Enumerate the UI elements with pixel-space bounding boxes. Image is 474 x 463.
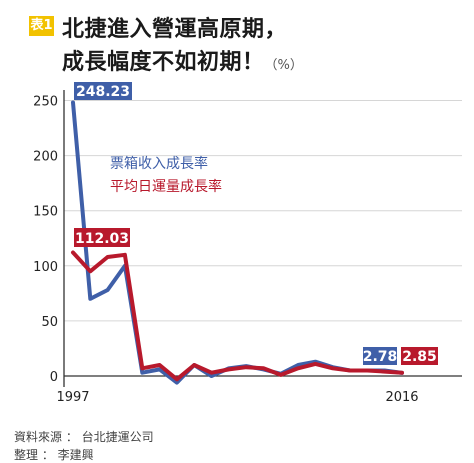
y-tick-label: 150 bbox=[33, 205, 58, 220]
y-tick-label: 100 bbox=[33, 260, 58, 275]
unit-label: （%） bbox=[264, 58, 303, 73]
chart-title-line-2: 成長幅度不如初期！（%） bbox=[62, 44, 303, 76]
data-label: 248.23 bbox=[76, 84, 130, 100]
data-label-box bbox=[74, 228, 130, 247]
figure-tag: 表1 bbox=[29, 16, 54, 36]
y-tick-label: 250 bbox=[33, 95, 58, 110]
data-label: 112.03 bbox=[75, 231, 129, 247]
data-label-box bbox=[401, 347, 438, 365]
legend-item-1: 票箱收入成長率 bbox=[110, 155, 208, 172]
legend-item-2: 平均日運量成長率 bbox=[110, 178, 222, 195]
editor-note: 整理 ： 李建興 bbox=[14, 448, 94, 462]
data-label-box bbox=[363, 347, 397, 365]
y-tick-label: 50 bbox=[41, 315, 58, 330]
series-line-2 bbox=[71, 250, 404, 382]
y-tick-label: 200 bbox=[33, 150, 58, 165]
source-note: 資料來源 ： 台北捷運公司 bbox=[14, 430, 154, 444]
y-tick-label: 0 bbox=[50, 370, 58, 385]
chart-title-text: 成長幅度不如初期！ bbox=[62, 50, 265, 75]
data-label-box bbox=[74, 82, 132, 100]
chart-title-line-1: 北捷進入營運高原期， bbox=[62, 17, 288, 42]
data-label: 2.85 bbox=[402, 349, 437, 365]
x-tick-label: 1997 bbox=[56, 390, 89, 405]
data-label: 2.78 bbox=[363, 349, 398, 365]
x-tick-label: 2016 bbox=[385, 390, 418, 405]
